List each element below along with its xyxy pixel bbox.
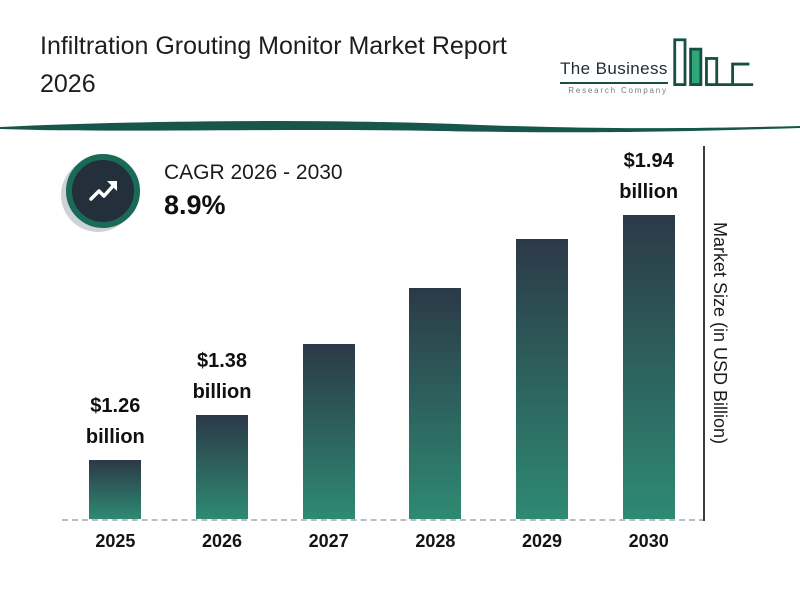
page-title-line2: 2026 <box>40 69 96 98</box>
bar-2028 <box>409 288 462 519</box>
y-axis-line <box>703 146 705 521</box>
bar-2026 <box>196 415 248 519</box>
x-tick-2025: 2025 <box>95 531 136 551</box>
x-tick-2026: 2026 <box>201 531 243 551</box>
x-tick-2028: 2028 <box>415 531 456 551</box>
bar-2027 <box>302 344 355 519</box>
bar-column-2027 <box>275 146 382 519</box>
teal-ribbon-divider <box>0 120 800 136</box>
x-tick-2030: 2030 <box>628 531 669 551</box>
y-axis-title: Market Size (in USD Billion) <box>710 222 730 445</box>
bar-column-2028 <box>382 146 489 519</box>
x-tick-2029: 2029 <box>522 531 563 551</box>
page-title: Infiltration Grouting Monitor Market Rep… <box>40 28 560 103</box>
x-axis-tick-labels: 2025 2026 2027 2028 2029 2030 <box>62 531 702 552</box>
bar-value-label-2030: $1.94 billion <box>619 150 679 203</box>
cagr-badge: CAGR 2026 - 2030 8.9% <box>66 154 343 228</box>
bar-chart: $1.26 billion $1.38 billion $1.94 billion <box>62 146 702 519</box>
bar-column-2026: $1.38 billion <box>169 146 276 519</box>
bar-column-2025: $1.26 billion <box>62 146 169 519</box>
bar-2029 <box>516 239 569 519</box>
company-logo-subtitle: Research Company <box>568 86 668 95</box>
x-axis-baseline <box>62 519 705 521</box>
cagr-label: CAGR 2026 - 2030 <box>164 161 343 184</box>
cagr-text: CAGR 2026 - 2030 8.9% <box>164 161 343 221</box>
bar-value-label-2026: $1.38 billion <box>192 350 252 403</box>
company-logo-text: The Business Research Company <box>560 59 668 101</box>
bar-column-2030: $1.94 billion <box>595 146 702 519</box>
x-tick-2027: 2027 <box>308 531 349 551</box>
trend-up-arrow-icon <box>66 154 140 228</box>
company-logo: The Business Research Company <box>560 34 755 101</box>
company-logo-name: The Business <box>560 59 668 84</box>
bar-2025 <box>89 460 142 519</box>
cagr-value: 8.9% <box>164 190 226 220</box>
page-title-line1: Infiltration Grouting Monitor Market Rep… <box>40 32 507 60</box>
bar-2030 <box>622 215 675 519</box>
bar-value-label-2025: $1.26 billion <box>85 395 145 448</box>
bar-chart-logo-icon <box>671 34 755 101</box>
bar-column-2029 <box>489 146 596 519</box>
